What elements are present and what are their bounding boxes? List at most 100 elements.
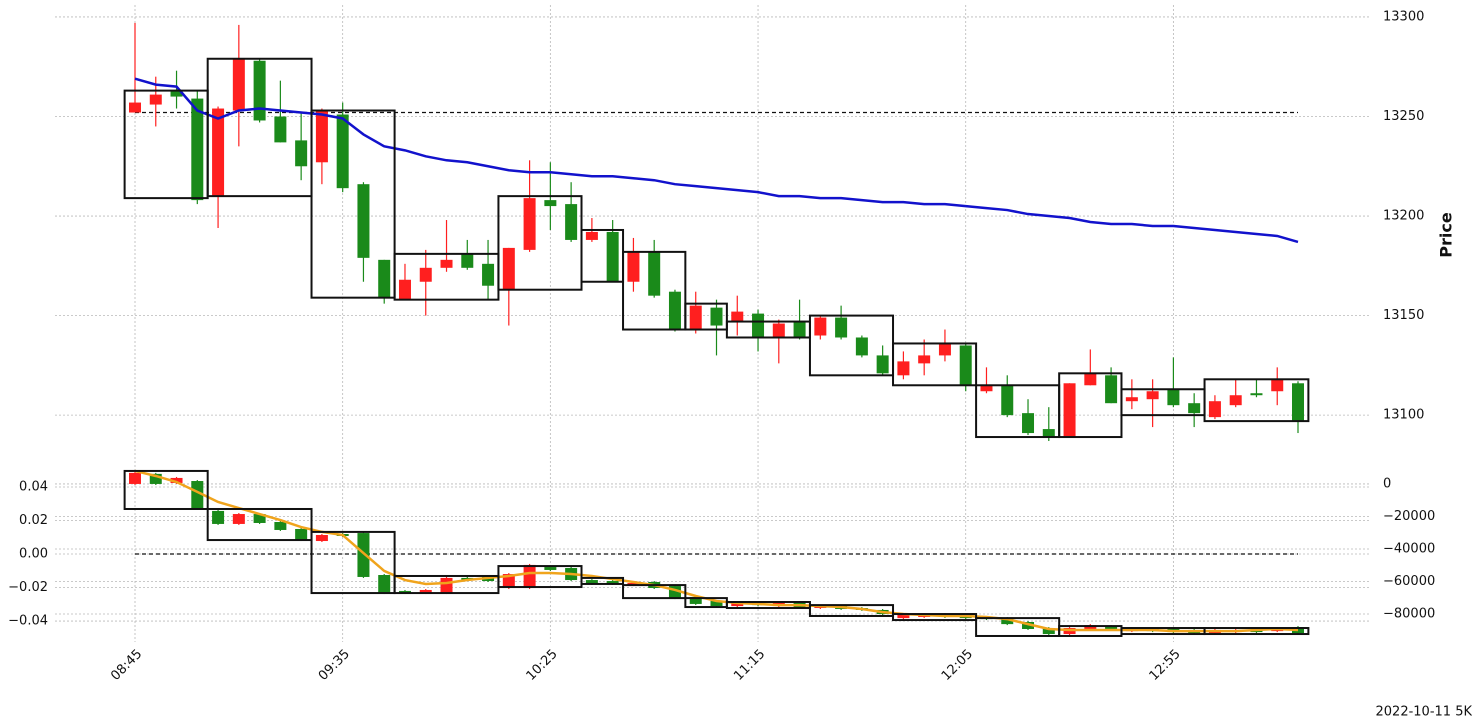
candle-body (585, 580, 598, 584)
range-box (892, 613, 978, 622)
candle-body (814, 317, 827, 336)
candle-body (606, 581, 619, 584)
range-box (892, 342, 978, 387)
candle-body (648, 251, 661, 296)
candle-body (1105, 626, 1118, 630)
candle-body (918, 355, 931, 364)
candle-body (315, 535, 328, 542)
candle-body (212, 108, 225, 197)
y-tick-label: −40000 (1383, 541, 1435, 556)
candle-body (1250, 393, 1263, 396)
candle-body (1001, 618, 1014, 625)
candle-body (398, 590, 411, 594)
candle-body (793, 321, 806, 338)
candle-body (253, 60, 266, 121)
y2-tick-label: −0.04 (8, 614, 48, 629)
candle-body (876, 355, 889, 374)
candle-body (1105, 375, 1118, 404)
candle-body (1292, 383, 1304, 422)
line-series (134, 469, 1299, 633)
candle-body (1001, 385, 1014, 416)
candle-body (1063, 383, 1076, 438)
footer: 2022-10-11 5K (1376, 705, 1472, 720)
candle-body (627, 582, 640, 586)
candle-body (149, 94, 162, 105)
candle-body (170, 477, 183, 483)
candle-body (835, 317, 848, 338)
candle-body (440, 259, 453, 268)
candle-body (855, 337, 868, 356)
candle-body (419, 267, 432, 282)
line-series (134, 77, 1299, 244)
x-tick-label: 09:35 (316, 647, 353, 684)
candle-body (440, 577, 453, 594)
x-tick-label: 12:05 (939, 647, 976, 684)
range-box (622, 250, 687, 331)
candle-body (149, 473, 162, 484)
candle-body (585, 231, 598, 240)
candle-body (980, 385, 993, 392)
candle-body (731, 311, 744, 322)
candle-body (212, 510, 225, 524)
candle-body (378, 259, 391, 298)
candle-body (668, 291, 681, 330)
candle-body (357, 184, 370, 258)
y2-tick-label: 0.00 (19, 547, 48, 562)
candle-body (274, 522, 287, 530)
y2-tick-label: −0.02 (8, 580, 48, 595)
range-box (497, 565, 583, 589)
candle-body (378, 575, 391, 594)
candle-body (731, 602, 744, 607)
candle-body (710, 601, 723, 607)
candle-body (544, 200, 557, 207)
y-axis-label: Price (1437, 212, 1456, 258)
candle-body (232, 58, 245, 111)
candle-body (1167, 389, 1180, 406)
candle-body (253, 514, 266, 523)
candle-body (710, 307, 723, 326)
range-box (123, 469, 209, 510)
candle-body (295, 140, 308, 167)
candle-body (1125, 397, 1138, 402)
candle-body (1022, 413, 1035, 434)
candle-body (1146, 391, 1159, 400)
x-tick-label: 08:45 (108, 647, 145, 684)
candle-body (336, 114, 349, 189)
candle-body (752, 313, 765, 338)
candle-body (398, 279, 411, 300)
candle-body (461, 253, 474, 268)
candle-body (1022, 622, 1035, 629)
candle-body (1042, 429, 1055, 438)
range-box (622, 584, 687, 600)
candle-body (959, 345, 972, 386)
y-tick-label: 13300 (1383, 9, 1424, 24)
candle-body (523, 198, 536, 250)
x-tick-label: 10:25 (524, 647, 561, 684)
range-box (684, 302, 728, 331)
candle-body (897, 615, 910, 619)
range-box (580, 576, 625, 585)
candle-body (191, 481, 204, 509)
candle-body (191, 98, 204, 201)
candle-body (606, 231, 619, 282)
candle-body (1208, 401, 1221, 418)
y-tick-label: 13150 (1383, 308, 1424, 323)
y2-tick-label: 0.02 (19, 513, 48, 528)
candle-body (295, 528, 308, 541)
candle-body (772, 323, 785, 338)
range-box (206, 507, 313, 542)
candle-body (897, 361, 910, 376)
candle-body (357, 533, 370, 577)
y-tick-label: 13100 (1383, 408, 1424, 423)
candle-body (1271, 379, 1284, 392)
range-box (1203, 378, 1310, 423)
candle-body (482, 263, 495, 286)
candle-body (627, 251, 640, 282)
candle-body (315, 110, 328, 163)
y-tick-label: 13250 (1383, 109, 1424, 124)
x-tick-label: 11:15 (731, 647, 768, 684)
range-box (310, 530, 396, 595)
candle-body (1188, 403, 1201, 414)
